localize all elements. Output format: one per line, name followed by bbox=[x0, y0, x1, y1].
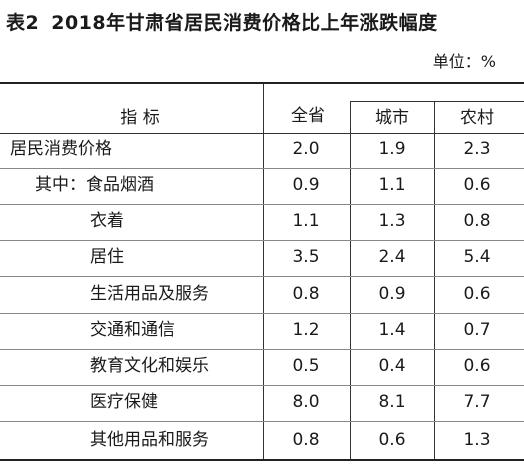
table-title: 表2 2018年甘肃省居民消费价格比上年涨跌幅度 bbox=[6, 8, 438, 35]
cell-city: 1.1 bbox=[378, 175, 406, 195]
table-title-text: 2018年甘肃省居民消费价格比上年涨跌幅度 bbox=[51, 12, 438, 34]
row-separator bbox=[0, 313, 524, 314]
cell-city: 0.9 bbox=[378, 284, 406, 304]
header-rule bbox=[0, 133, 524, 134]
bottom-rule bbox=[0, 459, 524, 461]
row-separator bbox=[0, 240, 524, 241]
header-city: 城市 bbox=[375, 108, 409, 128]
cell-province: 8.0 bbox=[292, 392, 320, 412]
cell-province: 0.8 bbox=[292, 430, 320, 450]
row-label: 交通和通信 bbox=[90, 320, 175, 340]
row-separator bbox=[0, 349, 524, 350]
header-province: 全省 bbox=[291, 106, 325, 126]
cell-rural: 2.3 bbox=[463, 139, 491, 159]
unit-label: 单位：% bbox=[432, 52, 496, 71]
header-indicator: 指 标 bbox=[120, 108, 160, 128]
cell-city: 0.6 bbox=[378, 430, 406, 450]
cell-rural: 1.3 bbox=[463, 430, 491, 450]
row-label: 其中：食品烟酒 bbox=[35, 175, 154, 195]
row-separator bbox=[0, 204, 524, 205]
cell-province: 3.5 bbox=[292, 247, 320, 267]
cell-province: 2.0 bbox=[292, 139, 320, 159]
row-label: 教育文化和娱乐 bbox=[90, 356, 209, 376]
row-label: 其他用品和服务 bbox=[90, 430, 209, 450]
col-divider-1 bbox=[263, 84, 264, 459]
cell-rural: 0.6 bbox=[463, 175, 491, 195]
cell-rural: 0.6 bbox=[463, 284, 491, 304]
row-label: 衣着 bbox=[90, 211, 124, 231]
cell-city: 0.4 bbox=[378, 356, 406, 376]
cell-rural: 7.7 bbox=[463, 392, 491, 412]
row-separator bbox=[0, 276, 524, 277]
row-label: 居住 bbox=[90, 247, 124, 267]
table-number: 表2 bbox=[6, 12, 40, 34]
col-divider-3 bbox=[434, 101, 435, 459]
cell-city: 1.3 bbox=[378, 211, 406, 231]
header-rural: 农村 bbox=[460, 108, 494, 128]
cell-rural: 0.7 bbox=[463, 320, 491, 340]
cell-rural: 5.4 bbox=[463, 247, 491, 267]
row-label: 医疗保健 bbox=[90, 392, 158, 412]
row-separator bbox=[0, 168, 524, 169]
col-divider-2 bbox=[350, 101, 351, 459]
cell-province: 0.8 bbox=[292, 284, 320, 304]
cell-city: 1.9 bbox=[378, 139, 406, 159]
cell-province: 1.2 bbox=[292, 320, 320, 340]
cell-province: 1.1 bbox=[292, 211, 320, 231]
cell-city: 1.4 bbox=[378, 320, 406, 340]
cell-province: 0.9 bbox=[292, 175, 320, 195]
row-label: 生活用品及服务 bbox=[90, 284, 209, 304]
cell-province: 0.5 bbox=[292, 356, 320, 376]
cell-rural: 0.6 bbox=[463, 356, 491, 376]
cell-city: 2.4 bbox=[378, 247, 406, 267]
cell-city: 8.1 bbox=[378, 392, 406, 412]
row-separator bbox=[0, 421, 524, 422]
top-rule bbox=[0, 82, 524, 84]
row-separator bbox=[0, 385, 524, 386]
row-label: 居民消费价格 bbox=[10, 139, 112, 159]
subheader-top-rule bbox=[350, 101, 524, 102]
cell-rural: 0.8 bbox=[463, 211, 491, 231]
